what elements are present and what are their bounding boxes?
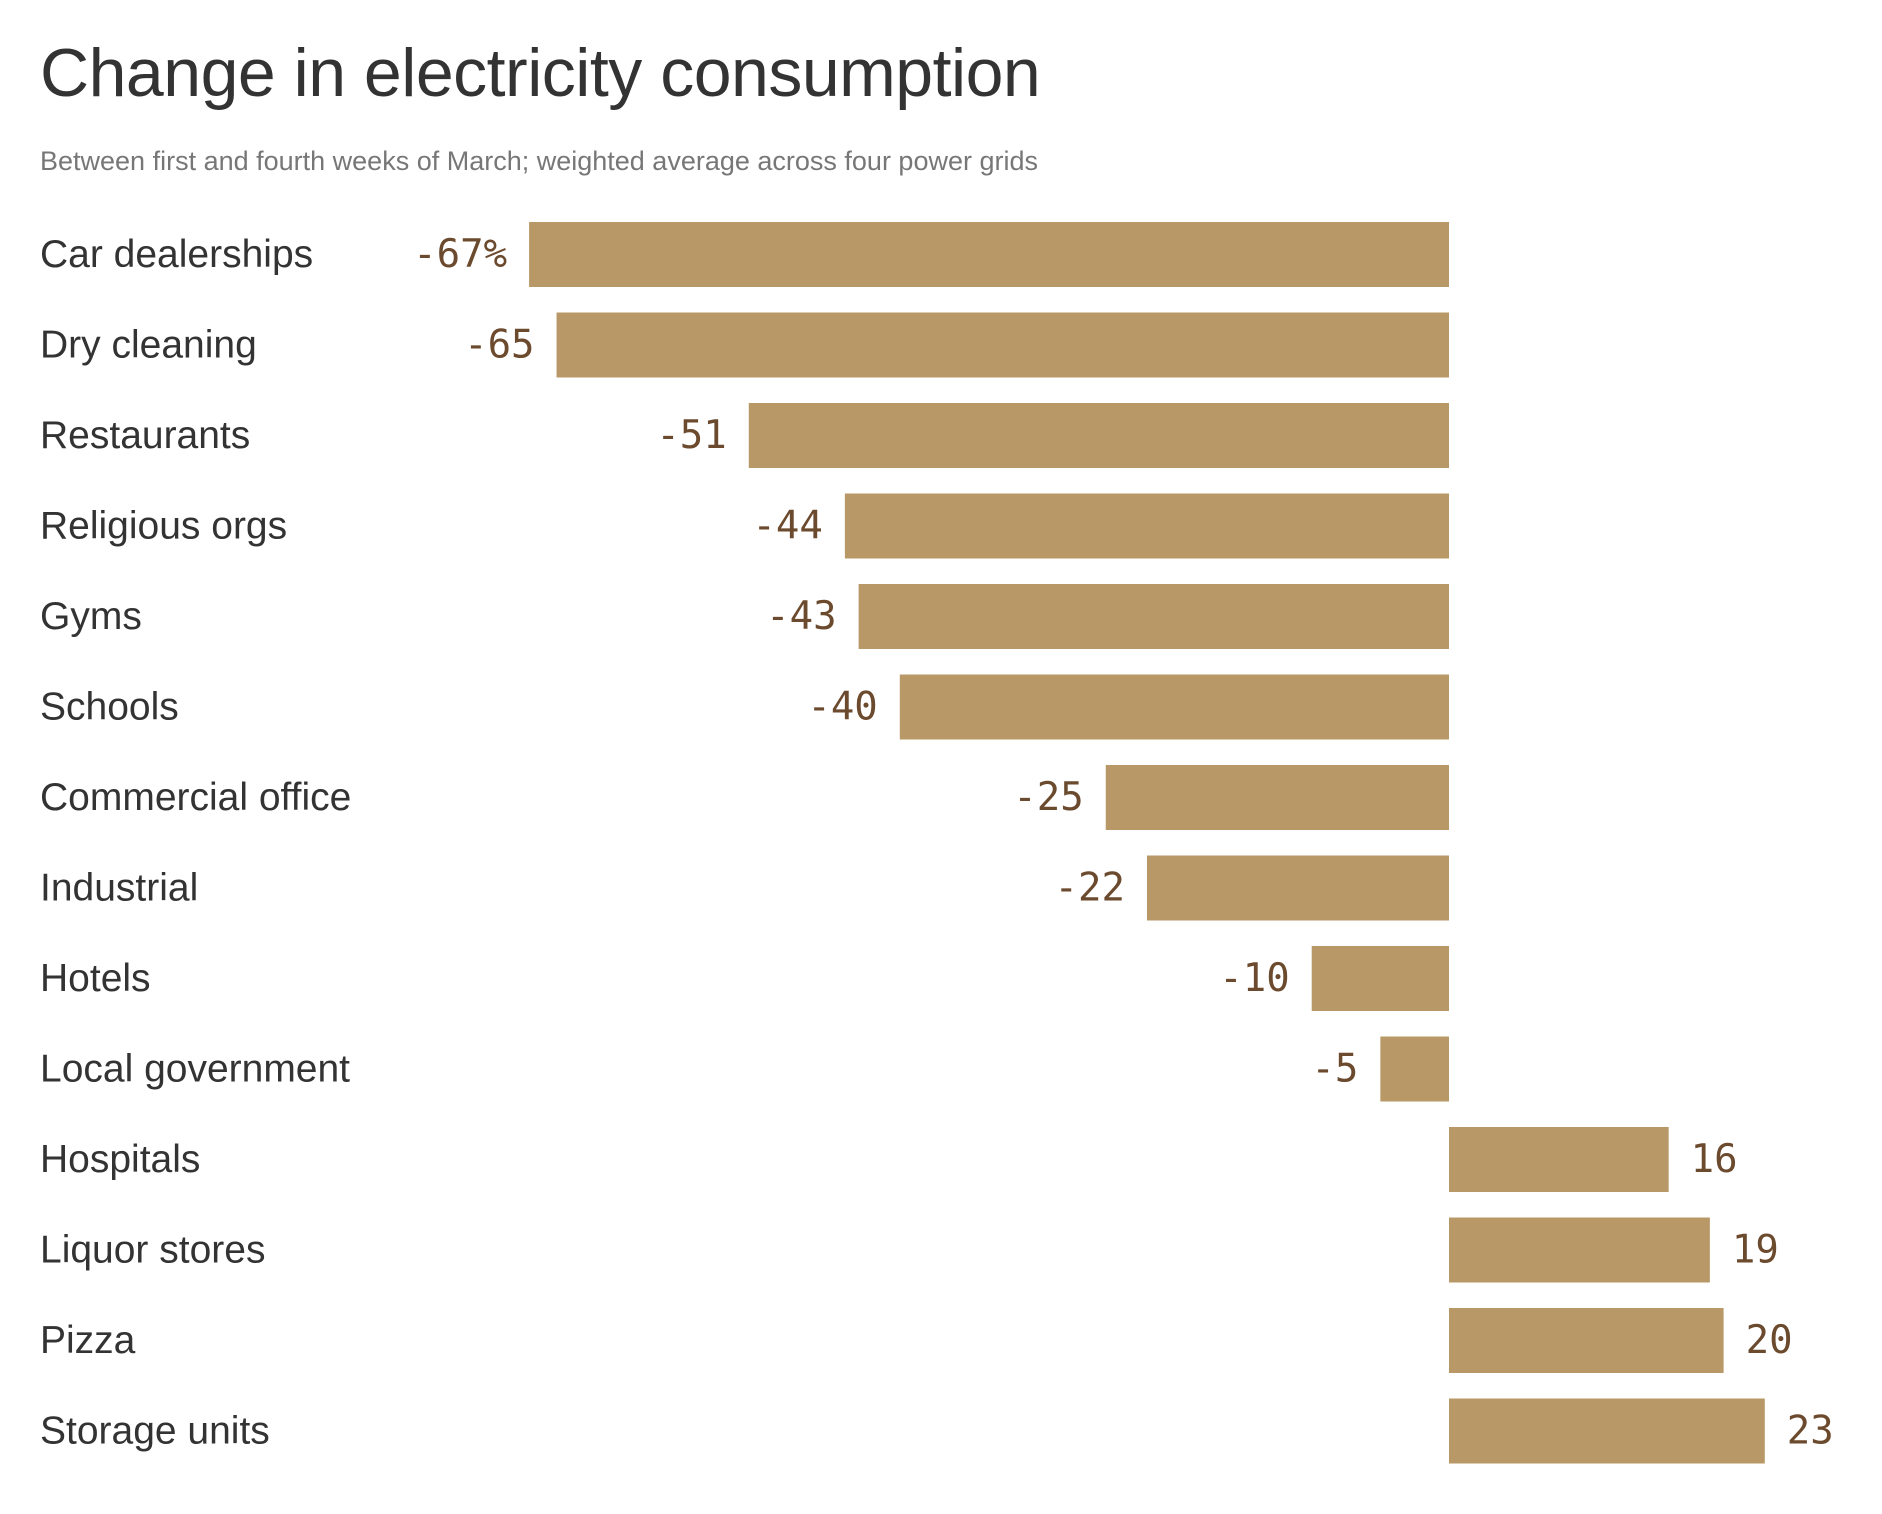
- category-label: Local government: [40, 1048, 350, 1091]
- category-label: Dry cleaning: [40, 324, 257, 367]
- category-label: Storage units: [40, 1410, 270, 1453]
- value-label: -40: [807, 685, 877, 730]
- chart-title: Change in electricity consumption: [40, 35, 1041, 111]
- bar-industrial: [1146, 855, 1449, 921]
- bar-liquor-stores: [1449, 1217, 1710, 1283]
- bar-commercial-office: [1105, 765, 1449, 830]
- category-label: Schools: [40, 686, 179, 729]
- category-label: Gyms: [40, 595, 142, 638]
- bar-restaurants: [748, 403, 1449, 468]
- chart-subtitle: Between first and fourth weeks of March;…: [40, 146, 1038, 176]
- value-label: -10: [1219, 956, 1289, 1001]
- value-label: -51: [656, 413, 726, 458]
- value-label: -22: [1054, 866, 1124, 911]
- category-label: Hospitals: [40, 1138, 200, 1181]
- bar-hospitals: [1449, 1127, 1669, 1192]
- category-label: Restaurants: [40, 414, 250, 457]
- category-label: Commercial office: [40, 776, 351, 819]
- value-label: -5: [1311, 1047, 1358, 1092]
- bar-hotels: [1311, 946, 1449, 1011]
- bar-religious-orgs: [844, 493, 1449, 559]
- value-label: 20: [1746, 1318, 1793, 1363]
- bar-local-government: [1380, 1036, 1449, 1102]
- bar-dry-cleaning: [556, 312, 1449, 378]
- bar-schools: [899, 674, 1449, 740]
- bar-pizza: [1449, 1308, 1724, 1373]
- bar-gyms: [858, 584, 1449, 649]
- bar-storage-units: [1449, 1398, 1765, 1464]
- category-label: Religious orgs: [40, 505, 287, 548]
- value-label: -67%: [413, 232, 507, 277]
- value-label: 16: [1691, 1137, 1738, 1182]
- category-label: Hotels: [40, 957, 151, 1000]
- category-label: Industrial: [40, 867, 198, 910]
- category-label: Car dealerships: [40, 233, 313, 276]
- bar-car-dealerships: [529, 222, 1449, 287]
- value-label: -25: [1013, 775, 1083, 820]
- value-label: -43: [766, 594, 836, 639]
- category-label: Liquor stores: [40, 1229, 265, 1272]
- value-label: 19: [1732, 1228, 1779, 1273]
- value-label: -44: [752, 504, 822, 549]
- value-label: 23: [1787, 1409, 1834, 1454]
- value-label: -65: [464, 323, 534, 368]
- category-label: Pizza: [40, 1319, 136, 1362]
